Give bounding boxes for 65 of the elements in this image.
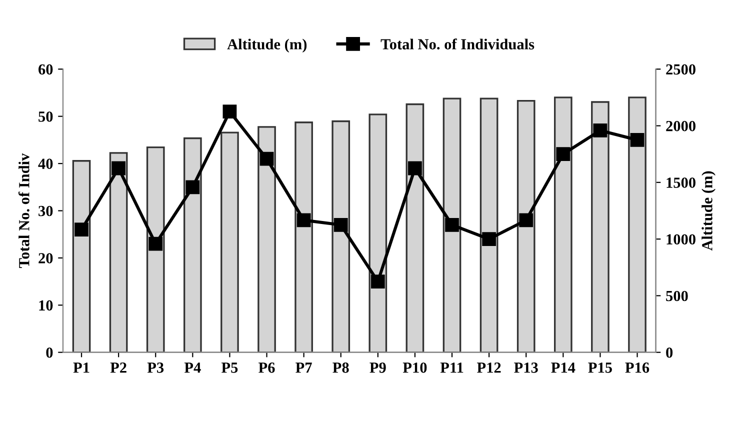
y-tick-label: 30 — [38, 206, 53, 216]
point — [334, 218, 348, 232]
bar — [72, 160, 91, 352]
point — [408, 161, 422, 176]
y-tick-label: 60 — [38, 64, 53, 75]
point — [593, 124, 608, 138]
x-tick-label: P9 — [370, 362, 386, 373]
point — [148, 236, 163, 251]
y2-tick-label: 1500 — [666, 178, 696, 188]
y-tick-label: 40 — [38, 158, 53, 169]
x-tick-label: P5 — [221, 362, 238, 373]
y2-tick-label: 500 — [666, 290, 688, 302]
y2-tick-label: 0 — [666, 347, 673, 358]
y-tick-label: 0 — [46, 347, 53, 358]
x-tick-label: P2 — [110, 362, 126, 373]
y2-tick-label: 1000 — [666, 234, 696, 245]
y-tick-label: 20 — [38, 253, 53, 264]
y-tick-label: 10 — [39, 300, 53, 311]
x-tick-label: P4 — [184, 362, 201, 373]
x-tick-label: P12 — [477, 362, 501, 373]
bar — [183, 137, 202, 352]
x-tick-label: P13 — [514, 362, 538, 373]
bar — [480, 98, 498, 352]
point — [370, 274, 385, 288]
point — [445, 218, 459, 232]
x-tick-label: P1 — [73, 362, 90, 373]
bar — [442, 98, 462, 352]
y2-axis-title: Altitude (m) — [702, 171, 716, 251]
bar — [258, 126, 276, 352]
y-axis-title: Total No. of Indiv — [18, 153, 30, 268]
bar — [220, 132, 239, 352]
x-tick-label: P16 — [625, 362, 650, 373]
point — [296, 213, 311, 228]
point — [186, 180, 200, 194]
point — [556, 147, 570, 162]
bar — [332, 120, 350, 352]
point — [630, 132, 644, 147]
bar — [146, 146, 165, 352]
bar — [516, 100, 536, 352]
x-tick-label: P11 — [440, 362, 464, 373]
x-tick-label: P7 — [296, 362, 312, 373]
y-tick-label: 50 — [38, 111, 53, 122]
y2-tick-label: 2500 — [666, 64, 696, 75]
point — [519, 213, 534, 228]
bar — [109, 152, 128, 352]
bar — [406, 103, 424, 352]
x-tick-label: P10 — [402, 362, 427, 373]
x-tick-label: P15 — [588, 362, 612, 373]
x-tick-label: P3 — [147, 362, 164, 373]
legend-label: Altitude (m) — [227, 38, 307, 53]
y2-tick-label: 2000 — [666, 120, 696, 132]
bar — [554, 96, 572, 352]
bar — [628, 96, 646, 352]
bar — [294, 122, 313, 352]
x-tick-label: P6 — [258, 362, 275, 373]
x-tick-label: P14 — [551, 362, 576, 373]
bar — [591, 101, 610, 352]
point — [482, 232, 496, 246]
bar — [368, 114, 388, 352]
point — [260, 152, 274, 166]
point — [222, 104, 237, 119]
point — [74, 222, 88, 237]
x-tick-label: P8 — [332, 362, 349, 373]
legend-label: Total No. of Individuals — [380, 38, 534, 50]
point — [112, 161, 126, 176]
